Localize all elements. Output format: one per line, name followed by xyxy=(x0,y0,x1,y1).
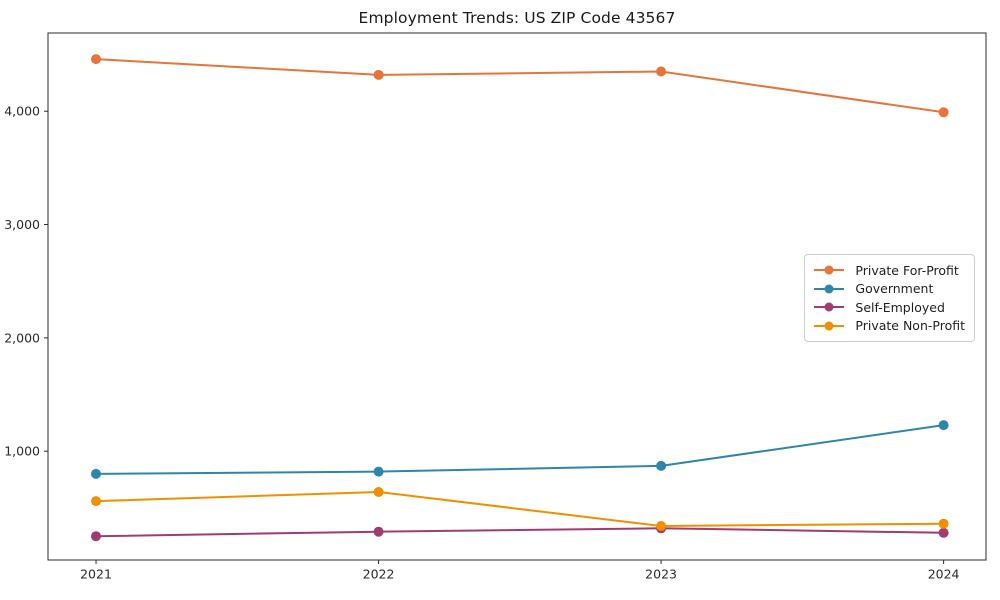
plot-area-border xyxy=(47,32,987,561)
data-point-self-employed-2024 xyxy=(938,527,949,538)
data-point-private-for-profit-2022 xyxy=(373,69,384,80)
data-point-private-non-profit-2024 xyxy=(938,518,949,529)
series-line-government xyxy=(95,424,944,475)
legend-line-marker-icon xyxy=(814,265,845,275)
data-point-private-non-profit-2022 xyxy=(373,487,384,497)
data-point-self-employed-2022 xyxy=(373,526,384,537)
legend-label-self-employed: Self-Employed xyxy=(855,299,945,315)
data-point-private-for-profit-2021 xyxy=(91,54,101,65)
data-point-private-for-profit-2023 xyxy=(656,66,667,77)
legend-label-government: Government xyxy=(855,281,934,297)
legend-line-marker-icon xyxy=(814,321,845,331)
series-line-self-employed xyxy=(95,527,944,538)
legend-entry-government: Government xyxy=(812,280,965,299)
data-point-private-for-profit-2024 xyxy=(938,107,949,118)
series-line-private-non-profit xyxy=(95,490,944,528)
data-point-government-2023 xyxy=(656,460,667,471)
x-tick-label-2022: 2022 xyxy=(363,567,395,582)
chart-title: Employment Trends: US ZIP Code 43567 xyxy=(358,9,676,27)
y-tick-label-1000: 1,000 xyxy=(4,444,40,459)
legend-label-private-for-profit: Private For-Profit xyxy=(855,262,959,278)
legend-entry-self-employed: Self-Employed xyxy=(812,298,965,317)
x-tick-label-2024: 2024 xyxy=(928,567,960,582)
chart-legend: Private For-Profit Government Self-Employe… xyxy=(804,254,975,342)
x-tick-label-2021: 2021 xyxy=(80,567,112,582)
y-tick-label-3000: 3,000 xyxy=(4,217,40,232)
legend-label-private-non-profit: Private Non-Profit xyxy=(855,318,965,334)
data-point-government-2024 xyxy=(938,420,949,431)
data-point-self-employed-2021 xyxy=(91,531,101,542)
legend-entry-private-non-profit: Private Non-Profit xyxy=(812,317,965,336)
data-point-government-2021 xyxy=(91,468,101,479)
data-point-private-non-profit-2023 xyxy=(656,521,667,531)
legend-entry-private-for-profit: Private For-Profit xyxy=(812,261,965,280)
data-point-government-2022 xyxy=(373,466,384,477)
x-tick-label-2023: 2023 xyxy=(645,567,677,582)
y-tick-label-2000: 2,000 xyxy=(4,330,40,345)
data-point-private-non-profit-2021 xyxy=(91,496,101,507)
legend-line-marker-icon xyxy=(814,302,845,312)
legend-line-marker-icon xyxy=(814,284,845,294)
y-tick-label-4000: 4,000 xyxy=(4,104,40,119)
series-line-private-for-profit xyxy=(95,58,944,114)
